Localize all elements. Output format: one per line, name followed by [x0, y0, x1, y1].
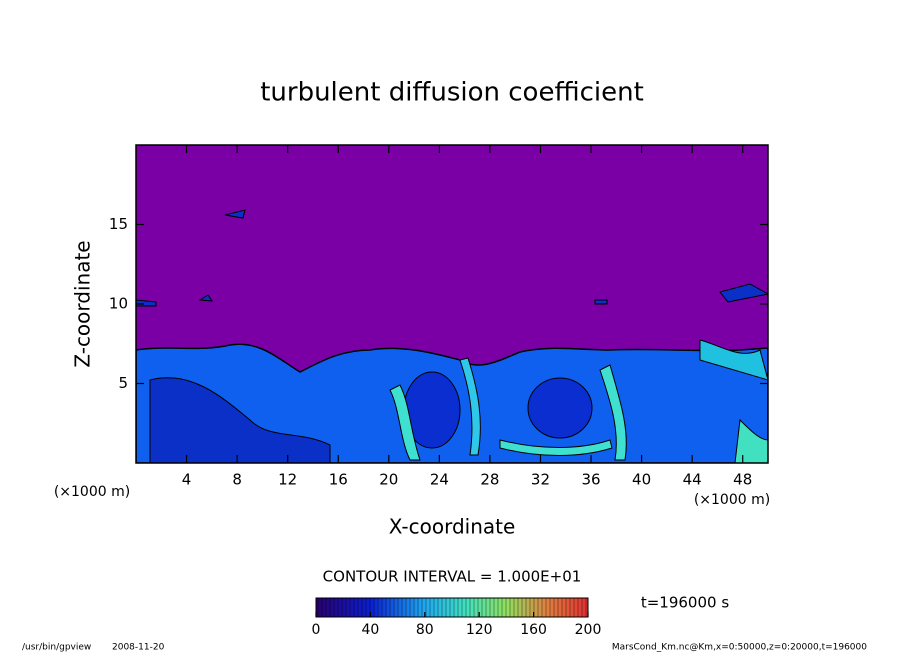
time-label: t=196000 s	[641, 594, 729, 612]
contour-field	[136, 145, 768, 463]
y-tick-label: 15	[109, 215, 128, 233]
colorbar-tick-label: 160	[520, 622, 547, 638]
y-tick-label: 5	[118, 374, 128, 392]
x-tick-label: 4	[182, 471, 192, 489]
chart-title: turbulent diffusion coefficient	[260, 78, 644, 108]
x-tick-label: 16	[329, 471, 348, 489]
unit-label: (×1000 m)	[54, 484, 130, 500]
footer: /usr/bin/gpview	[22, 643, 91, 653]
colorbar	[315, 597, 589, 618]
unit-label: (×1000 m)	[694, 492, 770, 508]
x-tick-label: 44	[683, 471, 702, 489]
x-tick-label: 20	[379, 471, 398, 489]
colorbar-tick-label: 80	[416, 622, 434, 638]
x-tick-label: 32	[531, 471, 550, 489]
x-tick-label: 8	[232, 471, 242, 489]
x-tick-label: 24	[430, 471, 449, 489]
colorbar-tick-label: 200	[575, 622, 602, 638]
x-tick-label: 12	[278, 471, 297, 489]
colorbar-tick-label: 40	[361, 622, 379, 638]
x-tick-label: 28	[480, 471, 499, 489]
x-axis-label: X-coordinate	[389, 515, 516, 539]
x-tick-label: 48	[733, 471, 752, 489]
y-axis-label: Z-coordinate	[71, 240, 95, 367]
y-tick-label: 10	[109, 295, 128, 313]
x-tick-label: 40	[632, 471, 651, 489]
contour-interval: CONTOUR INTERVAL = 1.000E+01	[323, 568, 582, 586]
footer: MarsCond_Km.nc@Km,x=0:50000,z=0:20000,t=…	[612, 643, 867, 653]
colorbar-tick-label: 0	[312, 622, 321, 638]
x-tick-label: 36	[581, 471, 600, 489]
footer: 2008-11-20	[112, 643, 165, 653]
colorbar-tick-label: 120	[466, 622, 493, 638]
